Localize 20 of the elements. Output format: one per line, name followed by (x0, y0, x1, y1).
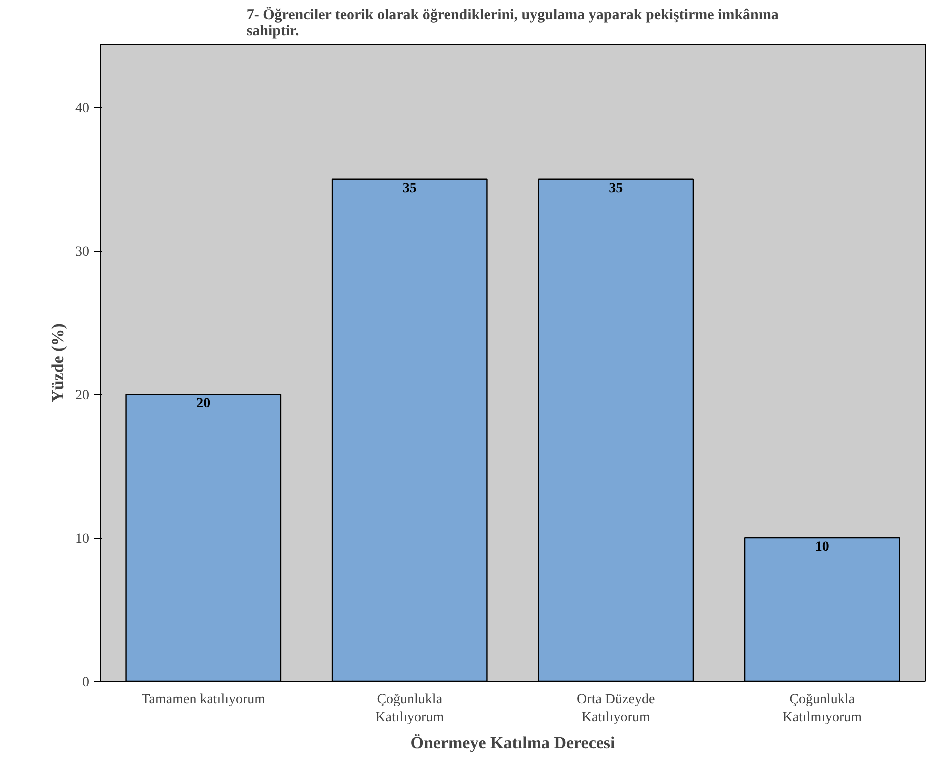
bar (332, 178, 488, 682)
bar (538, 178, 694, 682)
x-axis-title: Önermeye Katılma Derecesi (410, 734, 616, 752)
x-tick-label: Çoğunlukla Katılıyorum (376, 692, 444, 726)
data-label: 10 (815, 540, 830, 556)
x-tick-label: Çoğunlukla Katılmıyorum (782, 692, 862, 726)
data-label: 20 (196, 396, 211, 412)
bar (126, 394, 282, 682)
x-tick-label: Tamamen katılıyorum (142, 692, 266, 708)
x-tick-label: Orta Düzeyde Katılıyorum (577, 692, 656, 726)
bar (744, 537, 900, 682)
y-axis-title: Yüzde (%) (48, 324, 68, 402)
y-tick-label: 30 (76, 245, 90, 260)
y-tick-label: 20 (76, 388, 90, 404)
y-tick-label: 0 (82, 676, 90, 690)
chart-title: 7- Öğrenciler teorik olarak öğrendiklerini, uygulama yaparak pekiştirme imkânına sahiptir. (246, 6, 780, 40)
data-label: 35 (609, 181, 624, 196)
y-tick-label: 10 (76, 532, 90, 548)
data-label: 35 (402, 181, 417, 196)
y-tick-label: 40 (76, 102, 90, 117)
